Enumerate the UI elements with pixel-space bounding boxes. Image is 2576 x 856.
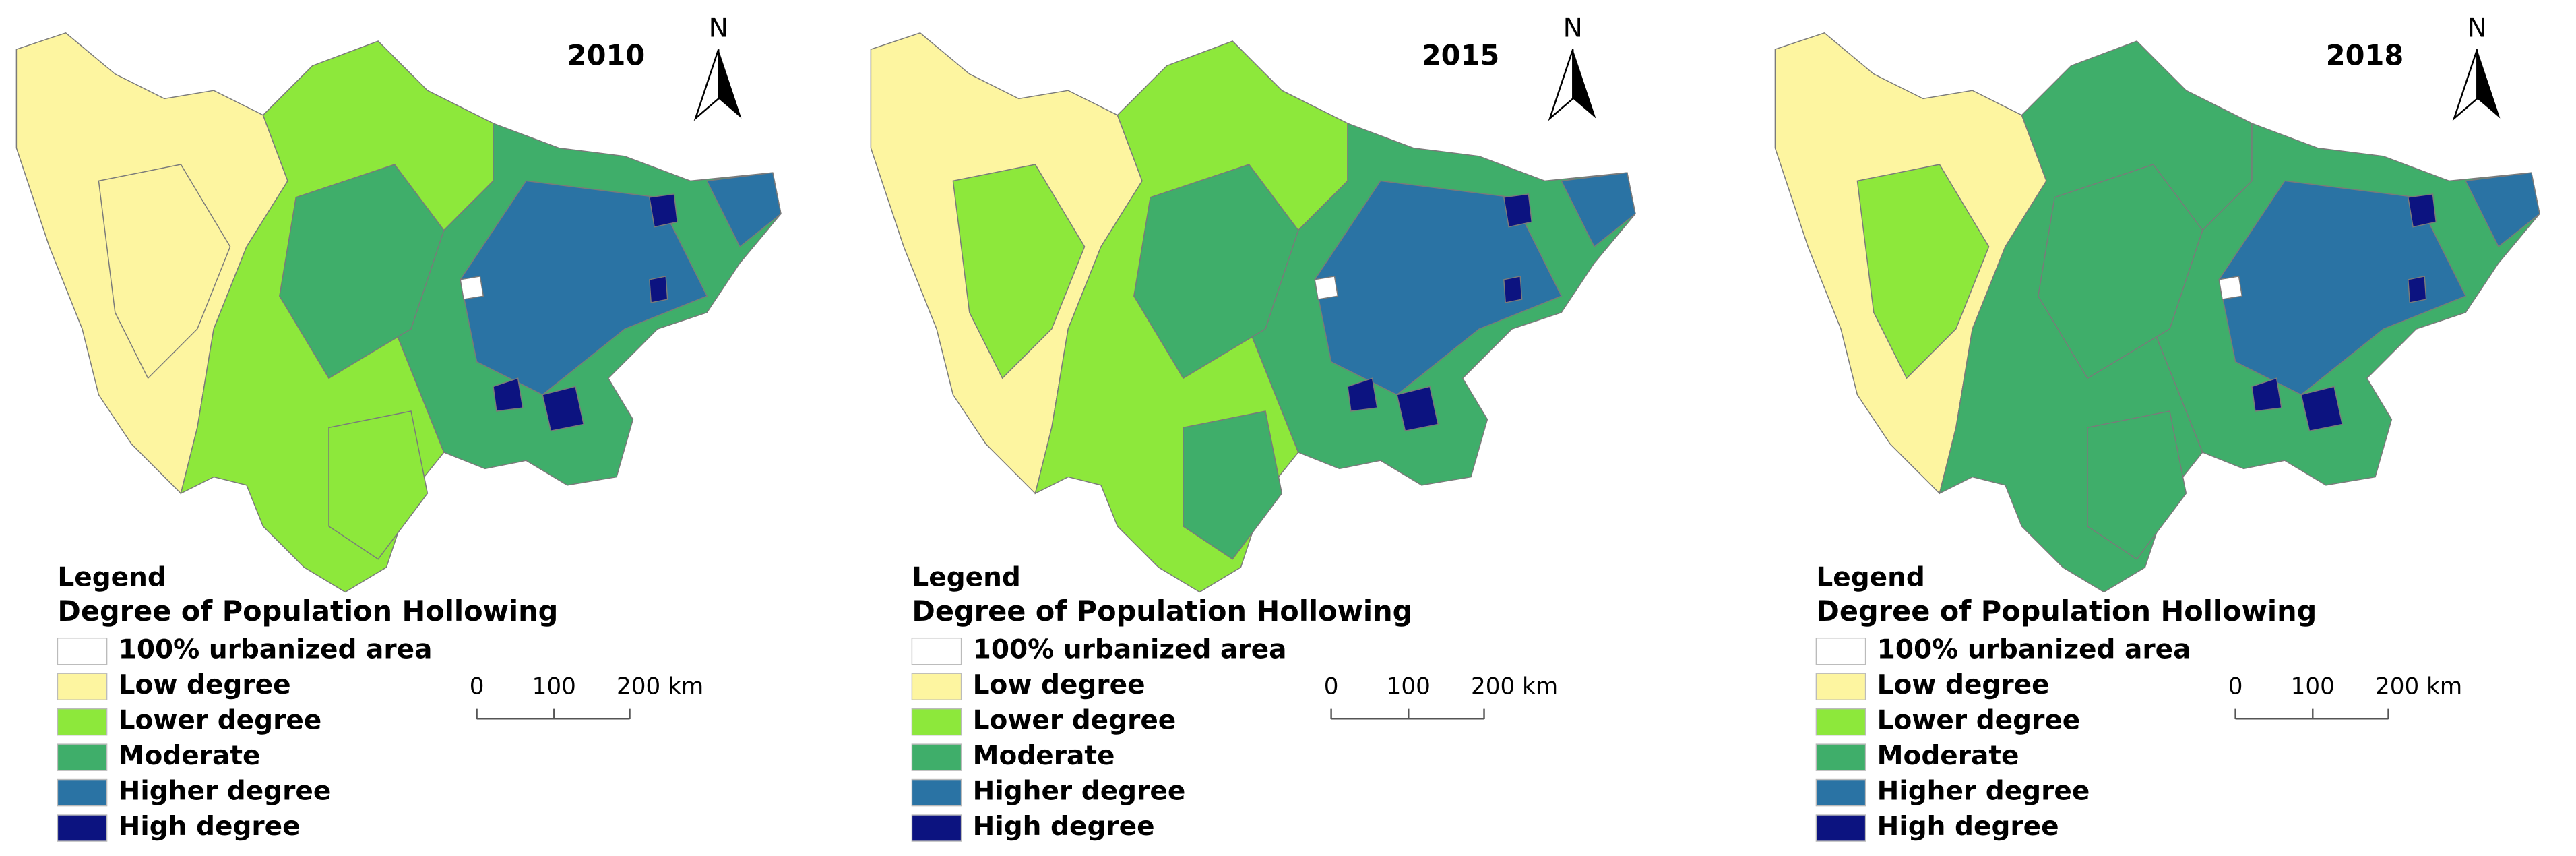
region (542, 386, 585, 432)
legend-swatch (911, 708, 962, 736)
region (98, 164, 231, 379)
region (2408, 276, 2427, 303)
north-arrow-left (693, 49, 720, 121)
legend-label: 100% urbanized area (973, 635, 1287, 665)
legend-subtitle: Degree of Population Hollowing (912, 594, 1412, 628)
legend-swatch (1815, 637, 1866, 665)
scale-label: 0 (1324, 673, 1339, 700)
region (460, 276, 484, 300)
legend-swatch (57, 673, 108, 700)
map (1774, 32, 2540, 593)
region (1856, 164, 1990, 379)
region (706, 172, 782, 248)
region (1396, 386, 1439, 432)
region (2407, 193, 2437, 228)
region (1133, 164, 1299, 379)
scale-label: 100 (1387, 673, 1431, 700)
north-label: N (1563, 13, 1583, 43)
region (1183, 410, 1283, 560)
legend-title: Legend (1816, 562, 1924, 592)
region (493, 377, 524, 412)
region (2300, 386, 2344, 432)
region (1347, 377, 1378, 412)
legend-label: Lower degree (973, 706, 1176, 736)
north-arrow-left (1548, 49, 1574, 121)
legend-swatch (911, 673, 962, 700)
legend-label: 100% urbanized area (119, 635, 433, 665)
legend-label: Moderate (1877, 741, 2019, 771)
region (648, 193, 679, 228)
region (1561, 172, 1636, 248)
legend-label: High degree (119, 812, 301, 842)
region (952, 164, 1086, 379)
region (2087, 410, 2187, 560)
region (1503, 193, 1533, 228)
scale-label: 200 km (2375, 673, 2462, 700)
legend-label: Higher degree (1877, 776, 2090, 807)
year-label: 2018 (2326, 38, 2404, 71)
legend-label: 100% urbanized area (1877, 635, 2191, 665)
legend-label: Lower degree (119, 706, 322, 736)
legend-swatch (911, 743, 962, 771)
region (1503, 276, 1523, 303)
scale-label: 100 (532, 673, 576, 700)
region (2038, 164, 2203, 379)
region (1314, 276, 1339, 300)
region (2218, 276, 2243, 300)
legend-label: Moderate (119, 741, 261, 771)
scale-label: 200 km (617, 673, 703, 700)
legend-swatch (911, 814, 962, 842)
north-arrow-right (2477, 49, 2501, 119)
map (870, 32, 1636, 593)
legend-swatch (911, 637, 962, 665)
legend-label: Low degree (1877, 670, 2050, 700)
legend-swatch (57, 637, 108, 665)
legend-label: Low degree (119, 670, 291, 700)
legend-swatch (57, 743, 108, 771)
legend-label: Lower degree (1877, 706, 2081, 736)
legend-title: Legend (57, 562, 166, 592)
legend-label: High degree (973, 812, 1155, 842)
legend-label: Higher degree (119, 776, 332, 807)
legend-swatch (1815, 814, 1866, 842)
north-label: N (709, 13, 728, 43)
scale-label: 0 (470, 673, 484, 700)
legend-swatch (911, 778, 962, 807)
legend-swatch (57, 814, 108, 842)
scale-label: 200 km (1471, 673, 1558, 700)
north-arrow-right (1573, 49, 1596, 119)
region (2251, 377, 2282, 412)
legend-swatch (1815, 708, 1866, 736)
region (279, 164, 445, 379)
legend-label: Higher degree (973, 776, 1186, 807)
region (2465, 172, 2540, 248)
year-label: 2010 (567, 38, 645, 71)
year-label: 2015 (1422, 38, 1499, 71)
legend-swatch (57, 778, 108, 807)
legend-title: Legend (912, 562, 1020, 592)
legend-swatch (1815, 743, 1866, 771)
north-arrow-left (2452, 49, 2478, 121)
legend-label: High degree (1877, 812, 2059, 842)
legend-label: Moderate (973, 741, 1115, 771)
legend-subtitle: Degree of Population Hollowing (57, 594, 558, 628)
legend-subtitle: Degree of Population Hollowing (1816, 594, 2317, 628)
legend-swatch (1815, 778, 1866, 807)
region (328, 410, 429, 560)
legend-swatch (57, 708, 108, 736)
region (649, 276, 668, 303)
scale-label: 0 (2228, 673, 2243, 700)
north-arrow-right (718, 49, 742, 119)
legend-swatch (1815, 673, 1866, 700)
scale-label: 100 (2291, 673, 2335, 700)
legend-label: Low degree (973, 670, 1145, 700)
north-label: N (2468, 13, 2487, 43)
map (15, 32, 782, 593)
